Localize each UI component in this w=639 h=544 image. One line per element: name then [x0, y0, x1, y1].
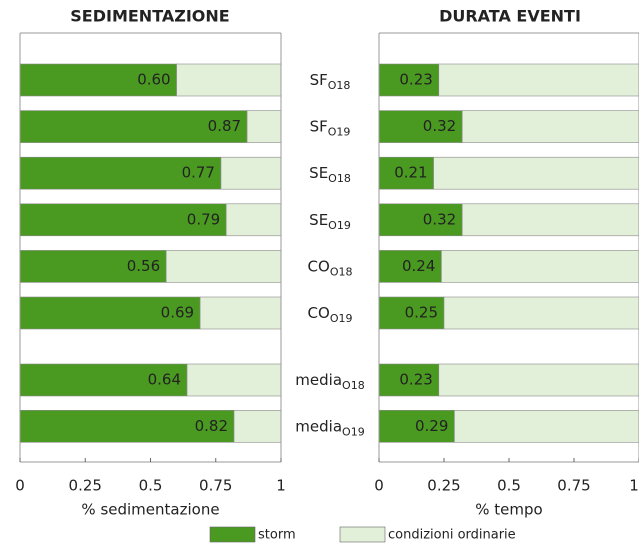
value-label: 0.32: [423, 210, 456, 228]
bar-segment: [176, 63, 282, 97]
legend-swatch: [209, 526, 256, 543]
category-base: CO: [308, 304, 330, 322]
x-tick-label: 0: [374, 477, 384, 495]
category-base: media: [295, 371, 342, 389]
bar-segment: [438, 363, 639, 397]
value-label: 0.64: [148, 371, 181, 389]
bar-segment: [441, 250, 639, 283]
bar-segment: [165, 250, 282, 283]
bar-segment: [19, 63, 177, 97]
category-subscript: O19: [342, 425, 365, 438]
x-tick-label: 0: [15, 477, 25, 495]
legend-label: condizioni ordinarie: [388, 528, 516, 543]
x-tick-label: 1: [276, 477, 286, 495]
x-tick-label: 0.75: [557, 477, 590, 495]
category-label: SFO19: [310, 117, 351, 139]
bar-segment: [461, 110, 639, 143]
category-base: SE: [309, 210, 328, 228]
x-tick-label: 0.25: [427, 477, 460, 495]
bar-segment: [433, 156, 639, 190]
category-subscript: O18: [342, 379, 365, 392]
value-label: 0.21: [394, 164, 427, 182]
value-label: 0.82: [195, 417, 228, 435]
x-tick-label: 0.25: [69, 477, 102, 495]
category-base: SE: [309, 164, 328, 182]
value-label: 0.60: [137, 71, 170, 89]
bar-segment: [378, 110, 463, 143]
bar-segment: [19, 250, 167, 283]
value-label: 0.77: [182, 164, 215, 182]
bar-segment: [378, 156, 434, 190]
bar-segment: [220, 156, 282, 190]
category-subscript: O19: [330, 312, 353, 325]
x-tick-label: 0.5: [139, 477, 163, 495]
category-subscript: O18: [328, 79, 351, 92]
category-label: COO18: [308, 257, 353, 279]
category-base: SF: [310, 71, 328, 89]
category-label: SEO18: [309, 164, 351, 186]
value-label: 0.23: [399, 71, 432, 89]
bar-segment: [19, 110, 248, 143]
bar-segment: [233, 409, 282, 443]
value-label: 0.87: [208, 117, 241, 135]
x-axis-label: % sedimentazione: [81, 501, 219, 519]
chart-title: SEDIMENTAZIONE: [70, 7, 229, 26]
bar-segment: [19, 363, 188, 397]
category-subscript: O19: [328, 126, 351, 139]
chart-title: DURATA EVENTI: [439, 7, 581, 26]
x-tick-label: 0.5: [497, 477, 521, 495]
bar-segment: [443, 296, 639, 330]
category-label: SEO19: [309, 210, 351, 232]
bar-segment: [378, 296, 445, 330]
x-tick-label: 0.75: [199, 477, 232, 495]
bar-segment: [19, 203, 227, 237]
bar-segment: [19, 156, 222, 190]
category-base: SF: [310, 117, 328, 135]
bar-segment: [438, 63, 639, 97]
value-label: 0.24: [402, 257, 435, 275]
bar-segment: [19, 296, 201, 330]
x-axis-label: % tempo: [475, 501, 542, 519]
bar-segment: [199, 296, 282, 330]
bar-segment: [454, 409, 639, 443]
bar-segment: [461, 203, 639, 237]
bar-segment: [378, 409, 455, 443]
category-base: media: [295, 417, 342, 435]
value-label: 0.56: [127, 257, 160, 275]
value-label: 0.79: [187, 210, 220, 228]
value-label: 0.69: [161, 304, 194, 322]
value-label: 0.23: [399, 371, 432, 389]
x-tick-label: 1: [629, 477, 639, 495]
category-subscript: O18: [328, 172, 351, 185]
bar-segment: [225, 203, 282, 237]
value-label: 0.32: [423, 117, 456, 135]
legend-label: storm: [258, 528, 296, 543]
category-subscript: O19: [328, 219, 351, 232]
category-label: mediaO18: [295, 371, 364, 393]
category-label: SFO18: [310, 71, 351, 93]
bar-segment: [186, 363, 282, 397]
legend-swatch: [339, 526, 386, 543]
bar-segment: [378, 363, 440, 397]
category-base: CO: [308, 257, 330, 275]
bar-segment: [246, 110, 282, 143]
category-label: mediaO19: [295, 417, 364, 439]
value-label: 0.29: [415, 417, 448, 435]
category-label: COO19: [308, 304, 353, 326]
category-subscript: O18: [330, 265, 353, 278]
value-label: 0.25: [405, 304, 438, 322]
